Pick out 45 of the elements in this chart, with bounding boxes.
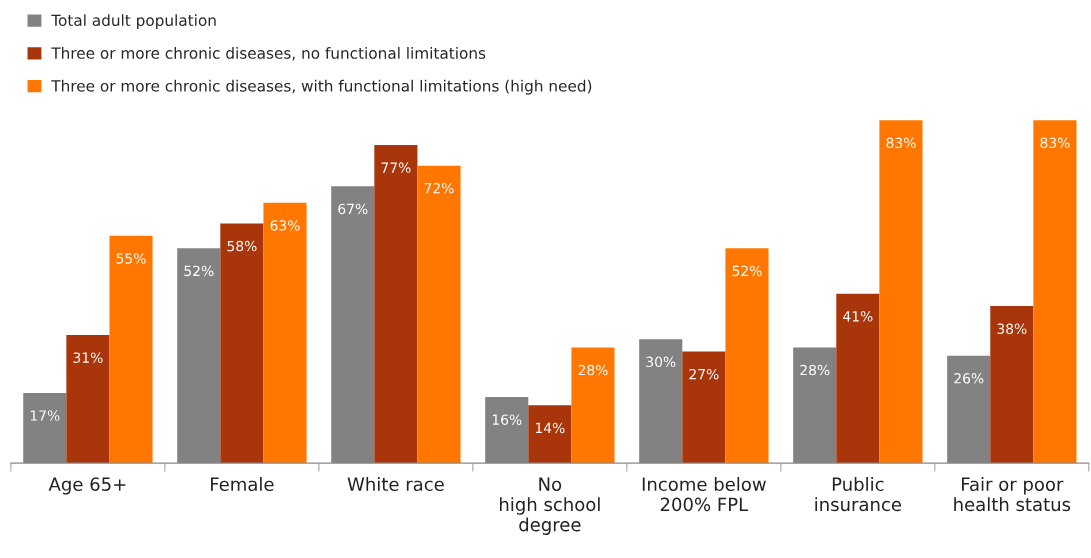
data-label: 38% bbox=[997, 323, 1027, 334]
data-label: 77% bbox=[381, 162, 411, 173]
x-tick-label: No high school degree bbox=[500, 477, 600, 535]
data-label: 28% bbox=[800, 364, 830, 376]
bar bbox=[66, 335, 110, 464]
x-tick-label: Female bbox=[211, 477, 274, 492]
x-tick-label: Income below 200% FPL bbox=[642, 477, 766, 512]
bar bbox=[571, 347, 615, 464]
bar bbox=[417, 165, 461, 464]
x-tick-label: Public insurance bbox=[815, 477, 902, 512]
data-label: 52% bbox=[184, 265, 214, 277]
legend-label: Three or more chronic diseases, no functional limitations bbox=[51, 47, 486, 61]
bar bbox=[374, 144, 418, 464]
bar bbox=[528, 405, 572, 464]
data-label: 58% bbox=[227, 240, 257, 252]
legend-label: Total adult population bbox=[51, 14, 216, 29]
data-label: 31% bbox=[73, 352, 103, 363]
bar bbox=[836, 293, 880, 464]
bar bbox=[263, 202, 307, 464]
bar bbox=[725, 248, 769, 464]
data-label: 28% bbox=[578, 364, 608, 376]
bar bbox=[990, 306, 1034, 464]
data-label: 83% bbox=[886, 137, 916, 149]
data-label: 52% bbox=[732, 265, 762, 277]
data-label: 17% bbox=[30, 410, 60, 421]
data-label: 83% bbox=[1040, 137, 1070, 149]
data-label: 27% bbox=[689, 368, 719, 380]
data-label: 72% bbox=[424, 182, 454, 194]
data-label: 30% bbox=[646, 356, 676, 368]
bar bbox=[220, 223, 264, 464]
data-label: 26% bbox=[954, 373, 984, 384]
bar bbox=[1033, 120, 1077, 464]
data-label: 63% bbox=[270, 220, 300, 231]
data-label: 16% bbox=[492, 414, 522, 425]
bar bbox=[109, 235, 153, 464]
x-tick-label: White race bbox=[347, 477, 444, 492]
data-label: 41% bbox=[843, 311, 873, 322]
bar bbox=[879, 120, 923, 464]
x-tick-label: Fair or poor health status bbox=[954, 477, 1071, 512]
data-label: 14% bbox=[535, 422, 565, 434]
data-label: 55% bbox=[116, 253, 146, 264]
bar bbox=[682, 351, 726, 464]
legend-label: Three or more chronic diseases, with functional limitations (high need) bbox=[51, 79, 592, 95]
x-tick-label: Age 65+ bbox=[48, 477, 126, 495]
data-label: 67% bbox=[338, 203, 368, 215]
